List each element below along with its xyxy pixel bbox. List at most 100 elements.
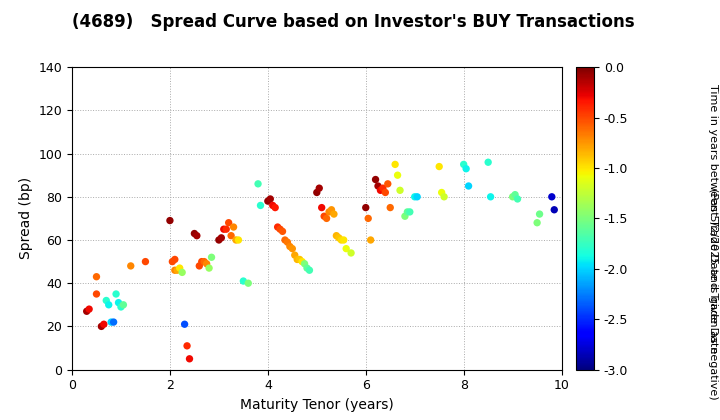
Point: [140, 258, 151, 265]
Point: [125, 262, 137, 269]
Point: [267, 202, 279, 209]
Point: [325, 206, 337, 213]
Point: [201, 260, 212, 267]
Point: [196, 258, 207, 265]
Point: [534, 211, 545, 218]
Point: [549, 206, 560, 213]
Point: [115, 304, 127, 310]
Point: [341, 245, 352, 252]
Point: [507, 194, 518, 200]
Point: [436, 189, 447, 196]
Point: [269, 204, 281, 211]
Point: [374, 187, 386, 194]
Point: [255, 202, 266, 209]
Point: [91, 291, 102, 297]
Point: [318, 213, 330, 220]
Point: [189, 230, 200, 237]
Point: [362, 215, 374, 222]
Point: [399, 213, 410, 220]
Point: [409, 194, 420, 200]
Point: [113, 299, 125, 306]
Point: [223, 219, 235, 226]
Point: [485, 194, 496, 200]
Point: [316, 204, 328, 211]
Point: [184, 355, 195, 362]
Point: [108, 319, 120, 326]
Point: [328, 211, 340, 218]
Point: [96, 323, 107, 330]
Point: [289, 252, 300, 258]
Point: [311, 189, 323, 196]
Point: [370, 176, 382, 183]
X-axis label: Maturity Tenor (years): Maturity Tenor (years): [240, 398, 394, 412]
Point: [103, 302, 114, 308]
Point: [91, 273, 102, 280]
Point: [117, 302, 129, 308]
Point: [274, 226, 286, 233]
Point: [287, 245, 298, 252]
Point: [98, 321, 109, 328]
Point: [330, 232, 342, 239]
Text: (Past Trade Date is given as negative): (Past Trade Date is given as negative): [708, 188, 718, 400]
Point: [105, 319, 117, 326]
Point: [382, 181, 394, 187]
Point: [218, 226, 230, 233]
Point: [262, 198, 274, 205]
Point: [333, 234, 345, 241]
Point: [101, 297, 112, 304]
Point: [294, 256, 305, 263]
Point: [238, 278, 249, 284]
Y-axis label: Spread (bp): Spread (bp): [19, 177, 33, 260]
Point: [338, 236, 349, 243]
Point: [377, 185, 389, 192]
Point: [243, 280, 254, 286]
Point: [276, 228, 288, 235]
Point: [509, 191, 521, 198]
Point: [191, 232, 202, 239]
Point: [360, 204, 372, 211]
Point: [272, 224, 284, 231]
Point: [199, 258, 210, 265]
Point: [230, 236, 242, 243]
Point: [284, 243, 296, 250]
Point: [313, 185, 325, 192]
Point: [252, 181, 264, 187]
Point: [392, 172, 403, 178]
Point: [169, 256, 181, 263]
Point: [321, 215, 333, 222]
Point: [282, 239, 293, 246]
Point: [346, 249, 357, 256]
Point: [264, 196, 276, 202]
Text: Time in years between 5/2/2025 and Trade Date: Time in years between 5/2/2025 and Trade…: [708, 84, 718, 353]
Point: [438, 194, 450, 200]
Point: [463, 183, 474, 189]
Point: [181, 342, 193, 349]
Point: [433, 163, 445, 170]
Point: [233, 236, 244, 243]
Point: [301, 265, 312, 271]
Point: [299, 260, 310, 267]
Point: [304, 267, 315, 273]
Point: [460, 165, 472, 172]
Text: (4689)   Spread Curve based on Investor's BUY Transactions: (4689) Spread Curve based on Investor's …: [72, 13, 634, 31]
Point: [81, 308, 92, 315]
Point: [225, 232, 237, 239]
Point: [512, 196, 523, 202]
Point: [213, 236, 225, 243]
Point: [194, 262, 205, 269]
Point: [174, 265, 186, 271]
Point: [482, 159, 494, 165]
Point: [206, 254, 217, 261]
Point: [395, 187, 406, 194]
Point: [297, 258, 308, 265]
Point: [458, 161, 469, 168]
Point: [215, 234, 227, 241]
Point: [166, 258, 178, 265]
Point: [336, 236, 347, 243]
Point: [220, 226, 232, 233]
Point: [411, 194, 423, 200]
Point: [110, 291, 122, 297]
Point: [390, 161, 401, 168]
Point: [169, 267, 181, 273]
Point: [323, 209, 335, 215]
